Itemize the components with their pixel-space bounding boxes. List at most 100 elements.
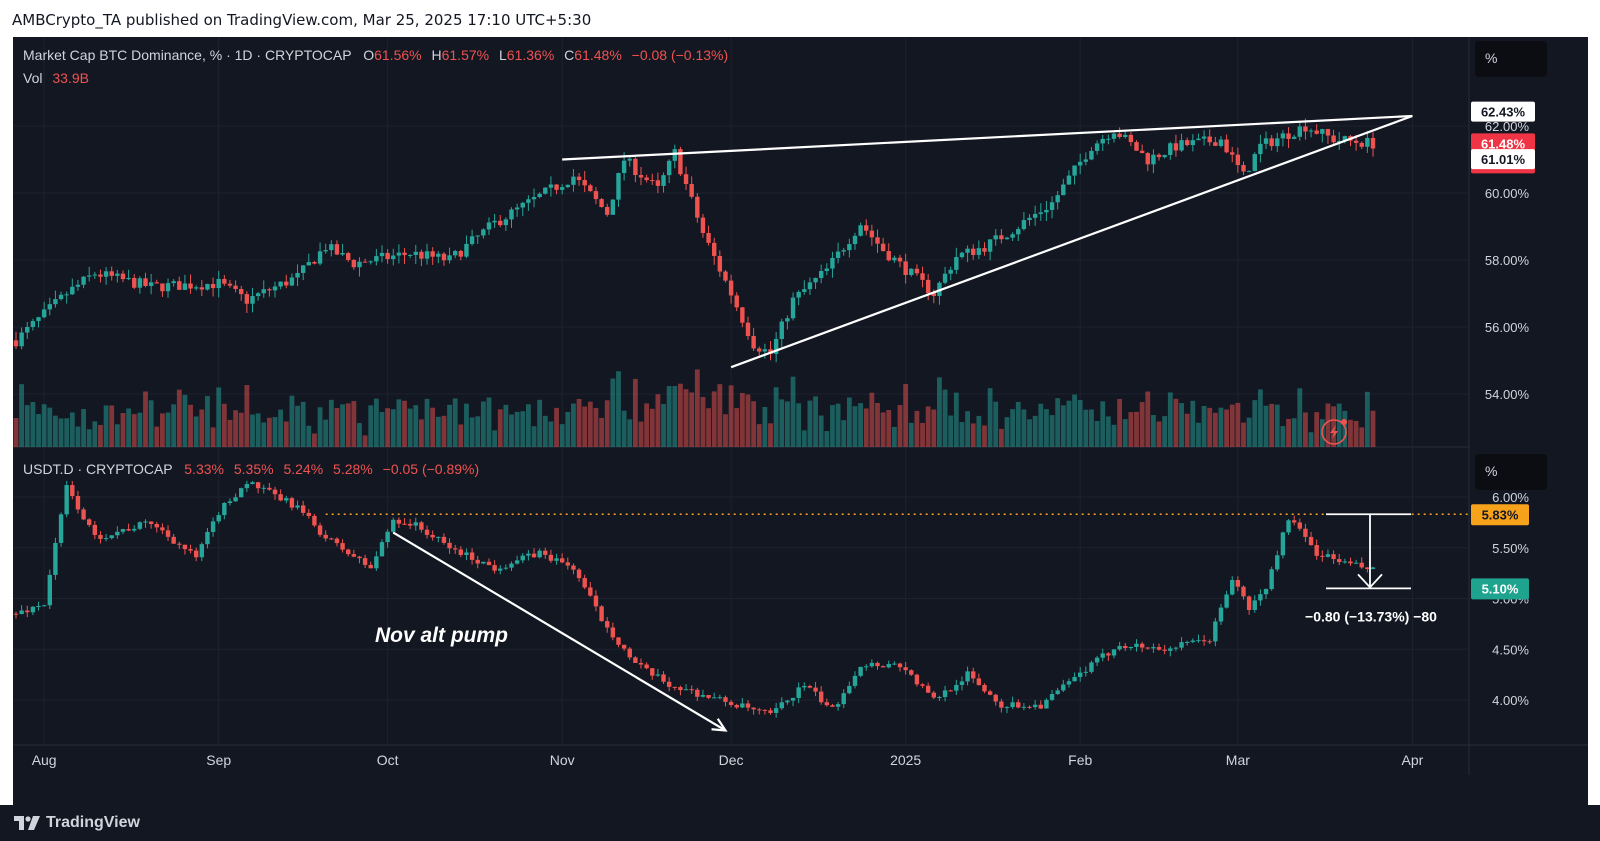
candle-body (1320, 555, 1325, 557)
candle-body (1291, 136, 1297, 139)
candle-body (706, 232, 711, 243)
volume-bar (413, 405, 419, 447)
top-symbol-name: Market Cap BTC Dominance, % · 1D · CRYPT… (23, 47, 351, 63)
volume-bar (830, 405, 835, 447)
candle-body (824, 702, 830, 706)
candle-body (976, 678, 982, 685)
volume-bar (1156, 421, 1162, 447)
candle-body (1044, 699, 1049, 709)
candle-body (239, 288, 244, 295)
candle-body (334, 538, 340, 544)
volume-bar (1021, 409, 1027, 447)
candle-body (289, 498, 295, 508)
candle-body (199, 544, 205, 558)
candle-body (1337, 140, 1342, 143)
candle-body (1134, 142, 1139, 151)
volume-bar (920, 422, 925, 447)
candle-body (92, 274, 98, 276)
candle-body (1370, 567, 1376, 570)
candle-body (1032, 213, 1038, 218)
volume-bar (452, 398, 458, 447)
candle-body (802, 289, 807, 292)
top-change-value: −0.08 (−0.13%) (632, 47, 729, 63)
candle-body (346, 253, 351, 260)
volume-bar (69, 412, 75, 447)
top-scale-button[interactable]: % (1475, 41, 1547, 77)
price-tag-label: 61.01% (1481, 152, 1526, 167)
candle-body (402, 252, 407, 256)
candle-body (475, 235, 480, 237)
candle-body (300, 505, 306, 513)
candle-body (1258, 594, 1263, 601)
chart-frame[interactable]: 62.00% 60.00% 58.00% 56.00% 54.00% 62.43% 61.4… (13, 37, 1588, 805)
x-tick-label: Feb (1068, 752, 1092, 768)
candle-body (120, 273, 126, 280)
volume-bar (666, 386, 672, 447)
volume-bar (1055, 398, 1061, 447)
volume-bar (1353, 420, 1359, 447)
volume-bar (678, 383, 683, 447)
tradingview-logo[interactable]: TradingView (14, 814, 140, 832)
candle-body (64, 485, 69, 515)
top-scale-label: % (1485, 50, 1498, 66)
candle-body (683, 689, 689, 691)
top-l-label: L (499, 47, 507, 63)
candle-body (757, 709, 762, 711)
candle-body (210, 521, 216, 532)
candle-body (137, 522, 143, 529)
candle-body (1235, 154, 1241, 166)
volume-bar (807, 400, 813, 447)
candle-body (790, 297, 796, 319)
candle-body (695, 689, 700, 697)
lightning-icon[interactable] (1321, 419, 1347, 445)
candle-body (1365, 567, 1370, 570)
candle-body (605, 207, 610, 215)
candle-body (58, 294, 64, 300)
candle-body (796, 291, 801, 298)
candle-body (683, 174, 689, 185)
candle-body (773, 708, 779, 713)
top-l-value: 61.36% (507, 47, 554, 63)
candle-body (1094, 143, 1100, 151)
chart-canvas[interactable]: 62.00% 60.00% 58.00% 56.00% 54.00% 62.43% 61.4… (13, 37, 1588, 805)
volume-bar (475, 416, 481, 447)
candle-body (137, 278, 143, 288)
volume-bar (131, 414, 137, 447)
candle-body (1196, 640, 1201, 642)
volume-bar (419, 419, 424, 447)
volume-bar (205, 396, 210, 447)
top-c-value: 61.48% (574, 47, 621, 63)
volume-bar (171, 404, 177, 447)
volume-bar (1359, 427, 1365, 447)
candle-body (295, 505, 300, 508)
candle-body (531, 197, 537, 200)
x-tick-label: Oct (377, 752, 399, 768)
candle-body (942, 273, 948, 283)
volume-bar (869, 392, 875, 447)
volume-bar (987, 388, 993, 447)
candle-body (948, 269, 953, 274)
candle-body (666, 160, 672, 176)
candle-body (193, 287, 199, 289)
candle-body (768, 710, 773, 713)
volume-bar (503, 404, 509, 447)
candle-body (1089, 150, 1094, 160)
candle-body (903, 667, 908, 671)
bottom-scale-button[interactable]: % (1475, 454, 1547, 490)
candle-body (385, 252, 390, 260)
volume-bar (1089, 409, 1094, 447)
candle-body (1252, 154, 1257, 172)
volume-bar (908, 422, 914, 447)
candle-body (1021, 706, 1027, 708)
candle-body (689, 184, 694, 197)
volume-bar (779, 399, 785, 447)
volume-bar (863, 408, 869, 447)
candle-body (160, 283, 165, 292)
candle-body (593, 595, 599, 607)
volume-bar (1201, 406, 1207, 447)
volume-bar (1331, 406, 1336, 447)
candle-body (976, 248, 982, 255)
candle-body (937, 697, 942, 699)
volume-bar (1072, 394, 1077, 447)
volume-bar (165, 412, 171, 447)
